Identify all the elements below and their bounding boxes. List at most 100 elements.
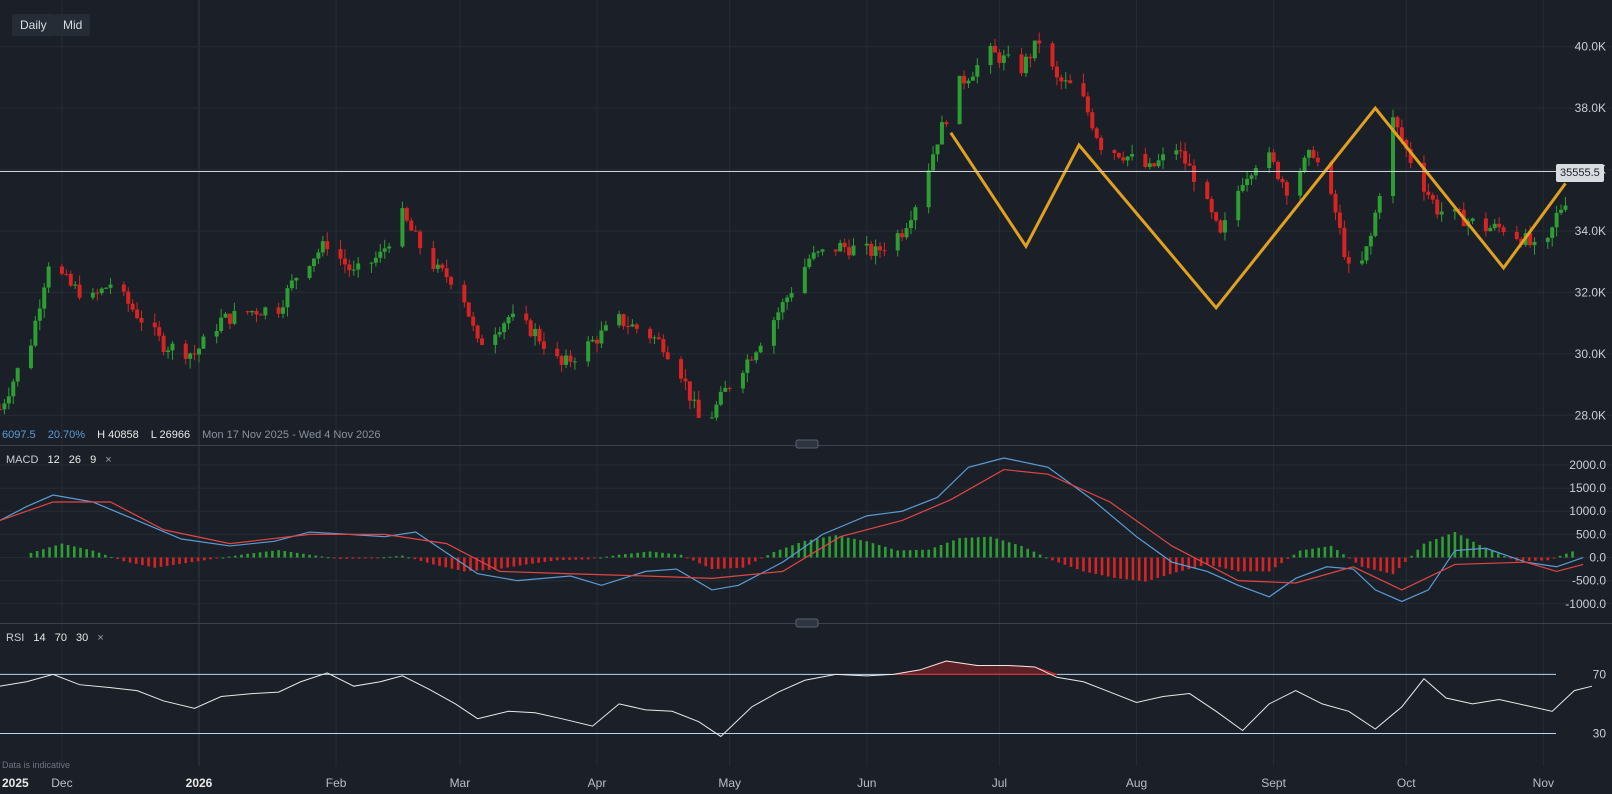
macd-histogram-bar [1422, 543, 1426, 558]
macd-panel: 2000.0 1500.0 1000.0 500.0 0.0 -500.0 -1000.0 [0, 457, 1612, 611]
candle-body [1497, 223, 1502, 228]
rsi-param-lower: 30 [76, 632, 89, 644]
macd-histogram-bar [165, 557, 169, 566]
candle-body [1559, 209, 1564, 213]
candle-body [1121, 157, 1126, 161]
macd-histogram-bar [716, 557, 720, 569]
macd-histogram-bar [128, 557, 132, 563]
pane-resize-handle[interactable] [795, 618, 819, 628]
macd-histogram-bar [1354, 557, 1358, 563]
macd-histogram-bar [469, 557, 472, 572]
candle-body [820, 249, 825, 252]
macd-histogram-bar [345, 557, 349, 559]
macd-histogram-bar [54, 545, 58, 558]
candle-body [121, 284, 126, 292]
candle-body [997, 52, 1002, 63]
macd-histogram-bar [1125, 557, 1129, 580]
macd-histogram-bar [178, 557, 181, 564]
candle-body [1488, 228, 1493, 232]
macd-histogram-bar [233, 555, 237, 558]
macd-histogram-bar [537, 557, 540, 563]
macd-histogram-bar [153, 557, 157, 568]
candle-body [356, 263, 361, 270]
macd-histogram-bar [1478, 545, 1481, 558]
candle-body [847, 247, 852, 256]
close-icon[interactable]: × [97, 632, 104, 644]
candle-body [908, 220, 913, 229]
macd-histogram-bar [1162, 557, 1166, 577]
candle-body [227, 313, 232, 324]
candle-body [776, 312, 781, 321]
candle-body [1068, 80, 1073, 84]
macd-histogram-bar [1335, 550, 1339, 558]
candle-body [263, 307, 268, 316]
macd-histogram-bar [884, 546, 887, 558]
macd-histogram-bar [1323, 546, 1327, 558]
time-tick-label: Mar [450, 776, 471, 790]
candle-body [1421, 162, 1426, 192]
candle-body [1342, 227, 1347, 258]
pane-resize-handle[interactable] [795, 439, 819, 449]
candle-body [541, 341, 546, 349]
candle-body [1271, 152, 1276, 162]
candle-body [1249, 175, 1254, 179]
candle-body [201, 336, 206, 349]
candle-body [28, 345, 33, 369]
candle-body [975, 65, 980, 77]
macd-histogram-bar [704, 557, 708, 567]
macd-histogram-bar [1007, 542, 1011, 558]
macd-histogram-bar [221, 557, 225, 559]
candle-body [656, 337, 661, 340]
macd-tick-label: -1000.0 [1565, 597, 1606, 611]
macd-histogram-bar [1274, 557, 1277, 568]
macd-label[interactable]: MACD 12 26 9 × [6, 454, 118, 466]
macd-histogram-bar [326, 557, 330, 559]
price-type-button[interactable]: Mid [55, 14, 91, 36]
macd-histogram-bar [846, 537, 850, 558]
macd-histogram-bar [958, 538, 961, 558]
macd-histogram-bar [524, 557, 528, 565]
macd-histogram-bar [1490, 550, 1494, 558]
candle-body [1532, 241, 1537, 246]
macd-histogram-bar [1521, 557, 1525, 562]
candle-body [1373, 212, 1378, 236]
candle-body [219, 317, 224, 332]
candle-body [1346, 257, 1351, 264]
candle-body [77, 284, 82, 298]
macd-histogram-bar [134, 557, 138, 564]
candle-body [510, 313, 515, 318]
macd-histogram-bar [1026, 548, 1030, 558]
macd-histogram-bar [797, 543, 800, 558]
time-tick-label: Sept [1261, 776, 1286, 790]
candle-body [46, 266, 51, 288]
candle-body [590, 339, 595, 342]
macd-histogram-bar [1496, 553, 1500, 558]
macd-histogram-bar [593, 557, 596, 559]
candle-body [258, 314, 263, 316]
candle-body [68, 273, 73, 286]
macd-histogram-bar [549, 557, 553, 562]
stat-last: 6097.5 [2, 429, 36, 441]
candle-body [745, 359, 750, 373]
candle-body [833, 249, 838, 252]
macd-histogram-bar [203, 557, 206, 561]
candle-body [2, 403, 7, 410]
close-icon[interactable]: × [105, 454, 112, 466]
candle-body [709, 417, 714, 419]
time-axis: 2025 Dec 2026 Feb Mar Apr May Jun Jul Aug Sept Oct N… [2, 776, 1554, 790]
candle-body [1391, 117, 1395, 196]
interval-button[interactable]: Daily [12, 14, 55, 36]
candle-body [135, 309, 140, 318]
candle-body [842, 242, 847, 248]
macd-histogram-bar [871, 543, 875, 558]
macd-histogram-bar [754, 557, 757, 562]
candle-body [1439, 211, 1444, 215]
macd-histogram-bar [425, 557, 429, 563]
candle-body [497, 332, 502, 335]
candle-body [1059, 77, 1064, 82]
candle-body [1006, 54, 1011, 56]
candle-body [1032, 40, 1037, 59]
macd-histogram-bar [333, 557, 336, 559]
rsi-label[interactable]: RSI 14 70 30 × [6, 632, 110, 644]
